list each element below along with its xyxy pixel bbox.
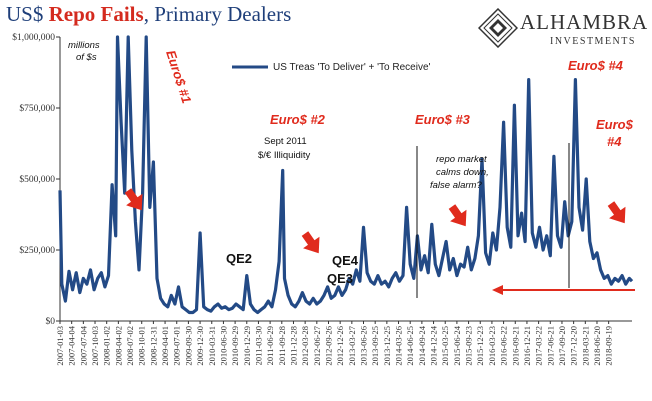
legend-label: US Treas 'To Deliver' + 'To Receive': [273, 62, 431, 73]
x-tick-label: 2017-06-21: [545, 326, 555, 366]
x-tick-label: 2013-12-25: [382, 326, 392, 366]
x-tick-label: 2013-03-27: [347, 326, 357, 366]
repo-label-line2: calms down,: [436, 167, 489, 178]
qe4-label: QE4: [332, 253, 359, 268]
x-tick-label: 2013-06-26: [359, 326, 369, 366]
qe3-label: QE3: [327, 271, 353, 286]
x-tick-label: 2016-06-22: [499, 326, 509, 366]
x-tick-label: 2008-04-02: [113, 326, 123, 366]
x-tick-label: 2018-09-19: [604, 326, 614, 366]
euro3-label: Euro$ #3: [415, 112, 471, 127]
plot-area: [58, 35, 634, 315]
x-tick-label: 2009-09-30: [183, 326, 193, 366]
logo-name: ALHAMBRA: [520, 10, 649, 34]
red-arrow-2012: [301, 231, 320, 254]
x-tick-label: 2017-09-20: [557, 326, 567, 366]
title-highlight: Repo Fails: [48, 2, 144, 26]
repo-label-line1: repo market: [436, 154, 487, 165]
sept2011-label-line2: $/€ Illiquidity: [258, 150, 311, 161]
title-prefix: US$: [6, 2, 49, 26]
x-tick-label: 2014-09-24: [417, 325, 427, 365]
euro4-label-right-line2: #4: [607, 134, 622, 149]
x-tick-label: 2014-06-25: [405, 326, 415, 366]
x-tick-label: 2010-12-29: [242, 326, 252, 366]
alhambra-logo: ALHAMBRA INVESTMENTS: [478, 8, 648, 52]
y-tick-label: $750,000: [19, 103, 55, 114]
x-axis: 2007-01-03 2007-04-04 2007-07-04 2007-10-03…: [55, 320, 632, 366]
x-tick-label: 2018-03-21: [580, 326, 590, 366]
x-tick-label: 2018-06-20: [592, 326, 602, 366]
red-arrow-2008: [124, 188, 143, 211]
x-tick-label: 2012-03-28: [300, 326, 310, 366]
repo-label-line3: false alarm?: [430, 180, 482, 191]
y-tick-label: $250,000: [19, 245, 55, 256]
x-tick-label: 2009-07-01: [172, 326, 182, 366]
chart-title: US$ Repo Fails, Primary Dealers: [6, 2, 291, 27]
x-tick-label: 2007-01-03: [55, 326, 65, 366]
x-tick-label: 2007-04-04: [67, 325, 77, 365]
x-tick-label: 2014-03-26: [394, 326, 404, 366]
logo-emblem-icon: [478, 8, 518, 48]
x-tick-label: 2015-03-25: [440, 326, 450, 366]
x-tick-label: 2008-07-02: [125, 326, 135, 366]
x-tick-label: 2009-04-01: [160, 326, 170, 366]
qe2-label: QE2: [226, 251, 252, 266]
euro1-label: Euro$ #1: [163, 48, 194, 105]
x-tick-label: 2010-06-30: [218, 326, 228, 366]
x-tick-label: 2016-03-23: [487, 326, 497, 366]
red-arrow-2018: [607, 201, 626, 224]
x-tick-label: 2011-09-28: [277, 326, 287, 365]
x-tick-label: 2011-03-30: [253, 326, 263, 365]
logo-sub: INVESTMENTS: [550, 36, 636, 47]
x-tick-label: 2017-12-20: [569, 326, 579, 366]
x-tick-label: 2016-09-21: [510, 326, 520, 366]
sept2011-label-line1: Sept 2011: [264, 136, 307, 147]
units-label-line2: of $s: [76, 52, 97, 63]
units-label-line1: millions: [68, 40, 100, 51]
x-tick-label: 2009-12-30: [195, 326, 205, 366]
x-tick-label: 2015-06-24: [452, 325, 462, 365]
euro2-label: Euro$ #2: [270, 112, 326, 127]
x-tick-label: 2008-12-31: [148, 326, 158, 366]
x-tick-label: 2011-12-28: [288, 326, 298, 365]
x-tick-label: 2007-10-03: [90, 326, 100, 366]
x-tick-label: 2007-07-04: [78, 325, 88, 365]
euro4-label-top: Euro$ #4: [568, 58, 624, 73]
x-tick-label: 2008-10-01: [137, 326, 147, 366]
title-suffix: , Primary Dealers: [143, 2, 292, 26]
x-tick-label: 2017-03-22: [534, 326, 544, 366]
euro4-label-right-line1: Euro$: [596, 117, 634, 132]
x-tick-label: 2010-03-31: [207, 326, 217, 366]
y-tick-label: $500,000: [19, 174, 55, 185]
x-tick-label: 2013-09-25: [370, 326, 380, 366]
x-tick-label: 2008-01-02: [102, 326, 112, 366]
x-tick-label: 2015-12-23: [475, 326, 485, 366]
x-tick-label: 2015-09-23: [464, 326, 474, 366]
y-axis: $0 $250,000 $500,000 $750,000 $1,000,000: [12, 32, 61, 327]
x-tick-label: 2012-06-27: [312, 326, 322, 366]
y-tick-label: $0: [46, 316, 56, 327]
x-tick-label: 2012-09-26: [323, 326, 333, 366]
red-range-arrowhead: [492, 285, 503, 295]
x-tick-label: 2016-12-21: [522, 326, 532, 366]
red-arrow-2015: [448, 204, 467, 227]
x-tick-label: 2014-12-24: [429, 325, 439, 365]
x-tick-label: 2012-12-26: [335, 326, 345, 366]
x-tick-label: 2010-09-29: [230, 326, 240, 366]
series-line-repo-fails: [58, 35, 634, 315]
x-tick-label: 2011-06-29: [265, 326, 275, 365]
y-tick-label: $1,000,000: [12, 32, 55, 43]
